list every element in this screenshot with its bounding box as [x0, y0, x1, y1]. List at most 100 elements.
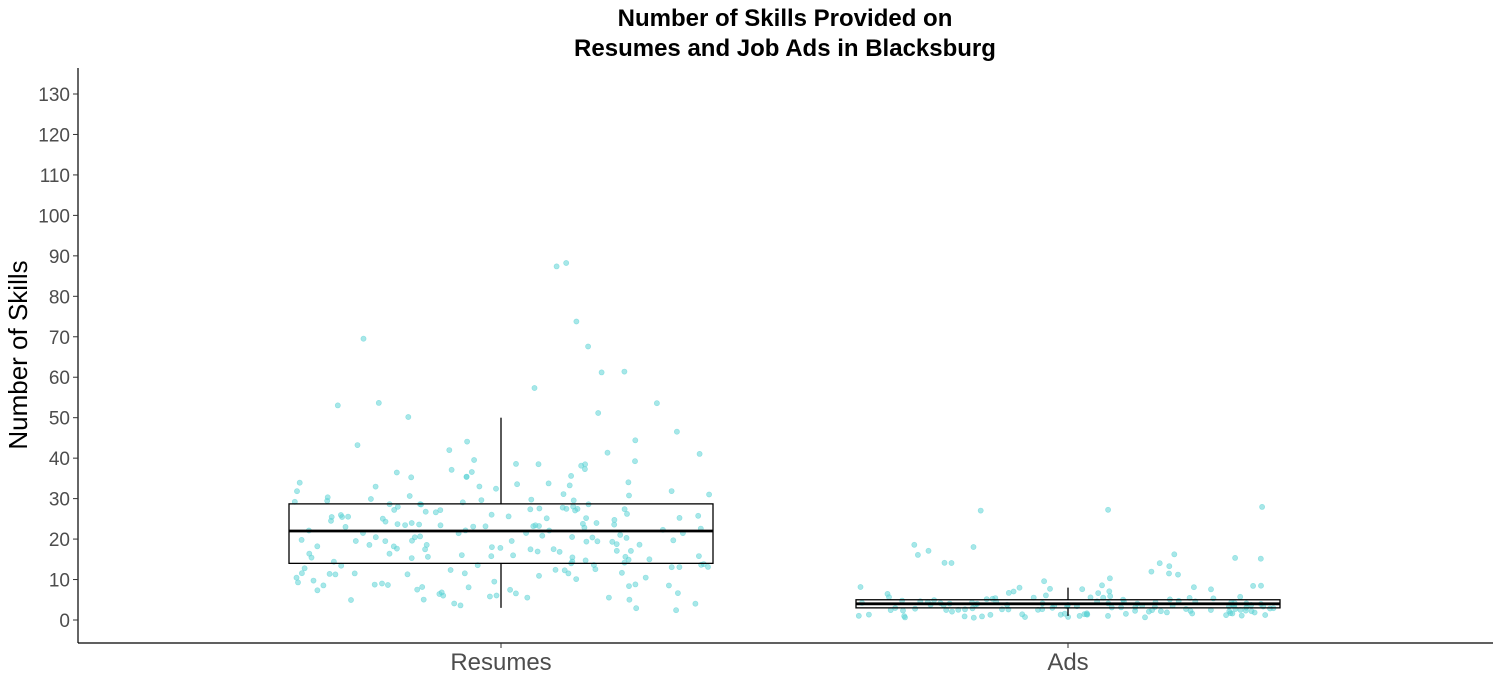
data-point-resumes-151 — [488, 553, 495, 560]
y-tick-label-70: 70 — [49, 328, 70, 349]
data-point-resumes-98 — [482, 523, 489, 530]
data-point-ads-120 — [1251, 609, 1258, 616]
data-point-resumes-42 — [668, 488, 675, 494]
data-point-ads-103 — [900, 607, 906, 614]
chart-title-line-1: Number of Skills Provided on — [618, 5, 953, 32]
data-point-ads-7 — [1171, 551, 1178, 558]
y-tick-label-60: 60 — [49, 368, 70, 389]
data-point-ads-122 — [949, 608, 955, 615]
data-point-resumes-75 — [624, 511, 630, 517]
data-point-resumes-199 — [507, 586, 513, 593]
data-point-resumes-45 — [626, 492, 632, 499]
data-point-resumes-134 — [314, 543, 321, 550]
data-point-resumes-178 — [561, 567, 568, 574]
data-point-ads-129 — [1229, 610, 1236, 617]
data-point-resumes-53 — [478, 497, 485, 503]
data-point-resumes-125 — [623, 535, 630, 541]
data-point-ads-142 — [961, 613, 968, 620]
data-point-resumes-159 — [625, 556, 632, 563]
data-point-resumes-25 — [578, 462, 585, 469]
data-point-resumes-33 — [463, 474, 470, 480]
data-point-resumes-153 — [582, 557, 589, 564]
data-point-resumes-48 — [367, 496, 374, 502]
data-point-resumes-128 — [583, 538, 590, 545]
data-point-resumes-93 — [593, 520, 600, 526]
data-point-resumes-149 — [458, 552, 465, 558]
data-point-ads-143 — [1105, 613, 1111, 619]
data-point-ads-10 — [948, 560, 955, 566]
data-point-ads-119 — [1164, 609, 1170, 616]
data-point-resumes-196 — [465, 584, 472, 591]
data-point-resumes-217 — [451, 600, 458, 607]
data-point-resumes-30 — [393, 469, 400, 476]
data-point-ads-40 — [1107, 593, 1114, 600]
data-point-resumes-69 — [422, 508, 429, 515]
data-point-resumes-218 — [633, 605, 640, 612]
data-point-resumes-186 — [491, 578, 498, 585]
data-point-ads-26 — [1010, 588, 1017, 595]
data-point-resumes-52 — [324, 494, 331, 501]
data-point-resumes-182 — [404, 571, 411, 578]
data-point-ads-118 — [1132, 607, 1138, 614]
data-point-ads-12 — [1156, 560, 1163, 567]
data-point-resumes-129 — [636, 541, 643, 548]
data-point-resumes-130 — [609, 538, 616, 545]
data-point-resumes-147 — [386, 550, 393, 557]
data-point-ads-39 — [1237, 593, 1244, 600]
data-point-resumes-177 — [461, 570, 468, 577]
data-point-ads-6 — [925, 547, 932, 554]
data-point-ads-22 — [1099, 582, 1105, 589]
data-point-resumes-187 — [310, 577, 317, 584]
data-point-ads-141 — [1083, 611, 1090, 618]
y-tick-label-90: 90 — [49, 247, 70, 268]
data-point-resumes-198 — [666, 582, 672, 589]
data-point-ads-135 — [901, 613, 908, 619]
data-point-resumes-210 — [606, 594, 612, 601]
data-point-resumes-49 — [570, 497, 577, 504]
data-point-resumes-176 — [298, 570, 305, 577]
data-point-resumes-68 — [572, 507, 578, 514]
data-point-resumes-22 — [513, 460, 519, 467]
data-point-resumes-184 — [332, 571, 339, 578]
data-point-resumes-135 — [550, 546, 557, 553]
data-point-resumes-100 — [530, 523, 537, 530]
data-point-ads-138 — [866, 611, 872, 618]
data-point-resumes-92 — [408, 520, 415, 526]
data-point-resumes-171 — [676, 564, 683, 570]
data-point-ads-123 — [1262, 612, 1269, 618]
data-point-resumes-37 — [296, 479, 303, 486]
y-tick-label-110: 110 — [40, 166, 70, 187]
data-point-resumes-29 — [468, 469, 475, 475]
data-point-resumes-202 — [675, 590, 681, 596]
data-point-resumes-136 — [366, 542, 373, 548]
data-point-resumes-137 — [393, 545, 400, 552]
data-point-resumes-46 — [406, 493, 413, 499]
data-point-resumes-166 — [668, 564, 675, 571]
data-point-resumes-1 — [553, 263, 560, 270]
data-point-resumes-2 — [573, 318, 580, 325]
data-point-ads-9 — [1257, 555, 1264, 562]
data-point-resumes-214 — [626, 596, 633, 603]
data-point-resumes-97 — [342, 524, 349, 530]
data-point-resumes-34 — [625, 479, 632, 486]
data-point-resumes-35 — [514, 481, 520, 488]
data-point-resumes-113 — [617, 532, 624, 538]
data-point-resumes-3 — [360, 335, 367, 342]
data-point-resumes-204 — [414, 586, 421, 593]
data-point-resumes-144 — [613, 547, 620, 554]
data-point-ads-21 — [1047, 585, 1053, 592]
data-point-ads-28 — [1079, 586, 1086, 593]
data-point-resumes-7 — [531, 385, 538, 391]
data-point-resumes-102 — [536, 523, 542, 529]
data-point-resumes-215 — [457, 602, 464, 609]
data-point-resumes-206 — [493, 592, 500, 599]
data-point-ads-139 — [1057, 611, 1064, 618]
data-point-resumes-85 — [676, 515, 683, 521]
data-point-ads-102 — [1146, 608, 1152, 615]
data-point-resumes-213 — [420, 596, 427, 603]
data-point-ads-145 — [979, 613, 985, 620]
data-point-resumes-26 — [582, 466, 588, 472]
box-resumes — [288, 503, 714, 565]
data-point-resumes-67 — [527, 506, 534, 513]
data-point-ads-144 — [987, 611, 994, 618]
